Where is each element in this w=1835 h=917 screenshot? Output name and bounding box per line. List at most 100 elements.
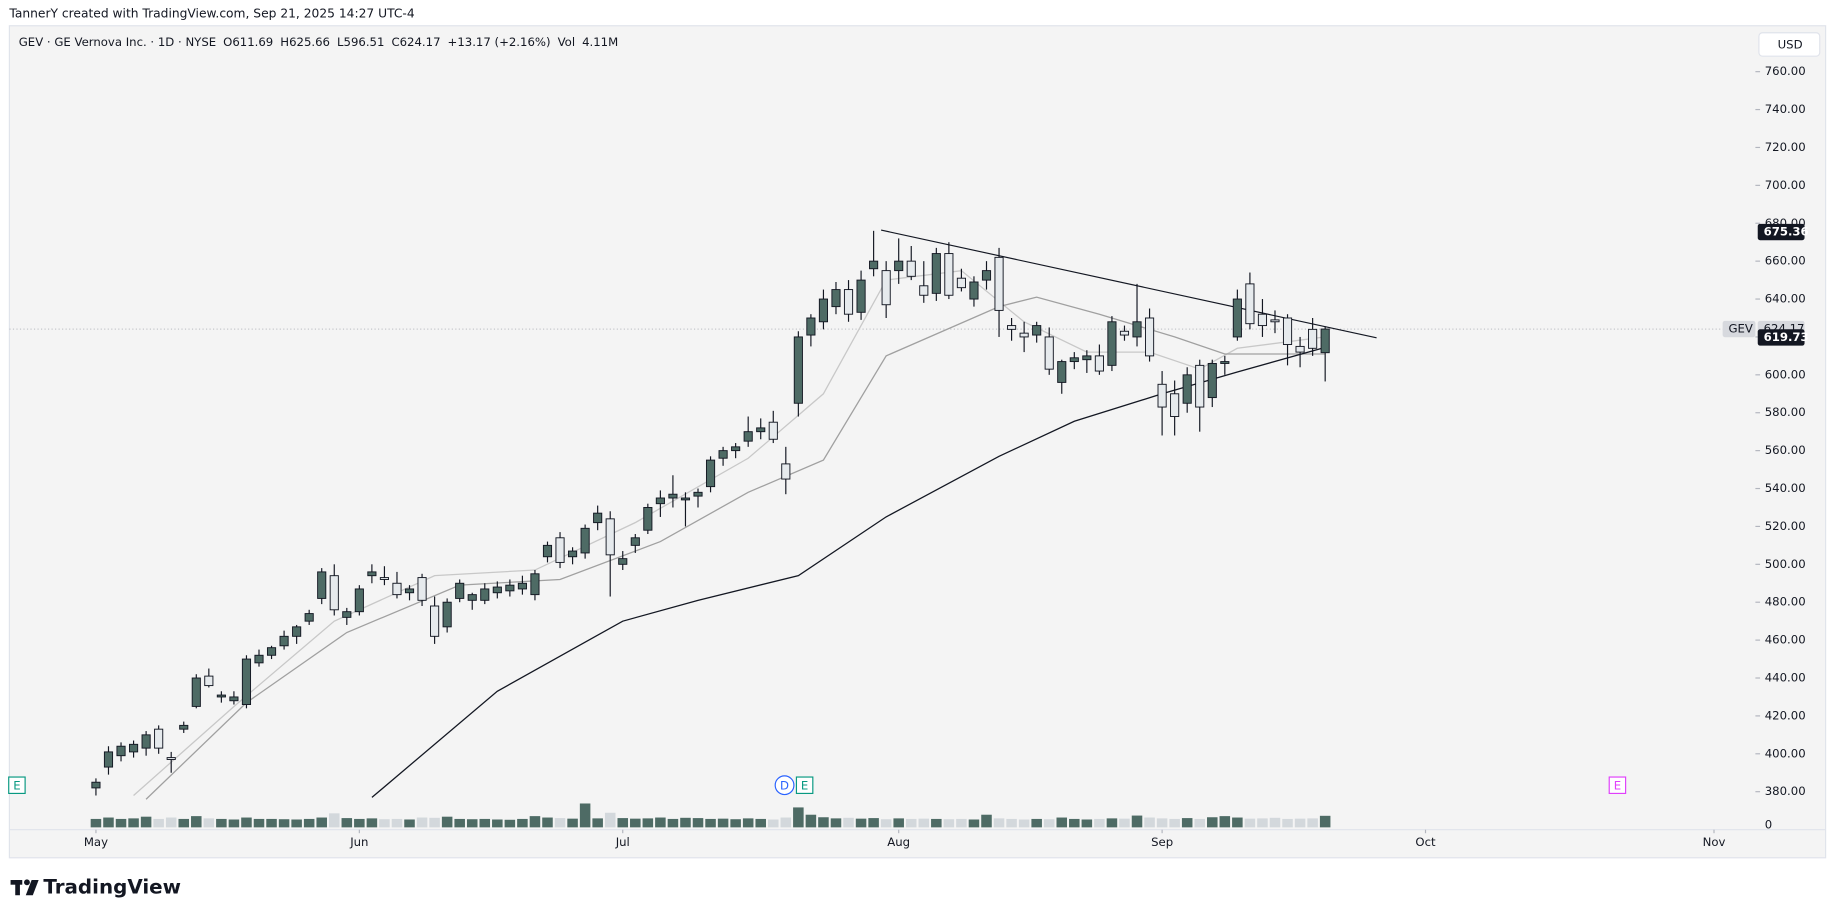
volume-bar <box>855 818 867 828</box>
event-label: E <box>801 778 808 792</box>
candle-body <box>404 588 415 594</box>
y-tick-label: 500.00 <box>1765 557 1806 571</box>
volume-bar <box>567 818 578 828</box>
volume-bar <box>655 817 666 828</box>
candle-body <box>216 694 226 698</box>
candle-body <box>103 751 114 768</box>
event-label: E <box>13 778 20 792</box>
legend-item: Vol <box>558 35 576 49</box>
volume-bar <box>1119 818 1130 828</box>
candle-body <box>1245 283 1255 325</box>
volume-tick-label: 0 <box>1765 818 1772 832</box>
y-tick-label: 580.00 <box>1765 405 1806 419</box>
currency-label[interactable]: USD <box>1778 38 1803 52</box>
logo-shape <box>25 880 39 896</box>
candle-body <box>1308 328 1318 349</box>
candle-body <box>630 537 640 546</box>
volume-bar <box>1031 818 1042 828</box>
candle-body <box>1170 393 1180 417</box>
candle-body <box>354 588 364 613</box>
volume-bar <box>379 819 390 828</box>
candle-body <box>668 493 678 499</box>
volume-bar <box>303 818 315 828</box>
y-tick-label: 540.00 <box>1765 481 1806 495</box>
candle-body <box>743 431 753 442</box>
volume-bar <box>316 817 327 828</box>
symbol-badge-label: GEV <box>1728 322 1752 336</box>
volume-bar <box>1144 817 1155 828</box>
volume-bar <box>579 803 591 828</box>
volume-bar <box>1207 817 1218 828</box>
candle-body <box>1257 313 1268 327</box>
volume-bar <box>1043 819 1055 828</box>
candle-body <box>768 421 778 440</box>
volume-bar <box>479 818 491 828</box>
candle-body <box>1295 345 1305 353</box>
volume-bar <box>1194 818 1205 828</box>
currency-button[interactable] <box>1758 32 1821 57</box>
candle-body <box>969 281 979 300</box>
candle-body <box>141 734 151 749</box>
x-tick-label: Sep <box>1151 835 1173 849</box>
candle-body <box>894 260 904 272</box>
y-tick-label: 460.00 <box>1765 633 1806 647</box>
volume-bar <box>429 817 440 828</box>
event-marker <box>774 775 795 796</box>
candle-body <box>467 594 477 601</box>
candle-body <box>931 253 941 294</box>
volume-bar <box>755 818 766 828</box>
candle-body <box>994 256 1004 311</box>
y-tick-label: 440.00 <box>1765 671 1806 685</box>
candle-body <box>392 582 402 596</box>
legend-item: H <box>280 35 289 49</box>
volume-bar <box>1081 819 1093 828</box>
candle-body <box>693 491 703 497</box>
candle-body <box>1220 361 1230 364</box>
volume-bar <box>1156 818 1168 828</box>
volume-bar <box>968 819 980 828</box>
candle-body <box>1107 321 1117 366</box>
candle-body <box>1195 364 1205 408</box>
volume-bar <box>981 814 992 828</box>
candle-body <box>756 427 766 433</box>
volume-bar <box>216 818 227 828</box>
candle-body <box>442 601 452 628</box>
y-tick-label: 420.00 <box>1765 708 1806 722</box>
volume-bar <box>291 819 302 828</box>
brand: TradingView <box>43 876 181 899</box>
event-label: E <box>1614 778 1621 792</box>
price-badge-label: 619.73 <box>1764 330 1809 344</box>
candle-body <box>1019 332 1029 338</box>
candle-body <box>1082 355 1092 361</box>
candle-body <box>843 289 854 315</box>
volume-bar <box>667 818 679 828</box>
candle-body <box>179 724 189 730</box>
volume-bar <box>1269 817 1281 828</box>
chart-frame <box>8 25 1827 859</box>
logo-shape <box>15 880 20 896</box>
volume-bar <box>404 819 415 828</box>
candle-body <box>266 647 277 656</box>
brand-logo: TradingView <box>10 876 181 899</box>
volume-bar <box>943 819 955 828</box>
candle-body <box>1207 362 1217 399</box>
candle-body <box>643 507 653 531</box>
candle-body <box>705 459 716 488</box>
candle-body <box>1007 325 1017 330</box>
volume-bar <box>1094 818 1105 828</box>
volume-bar <box>1106 818 1118 828</box>
candle-body <box>1094 355 1104 372</box>
candle-body <box>593 512 603 524</box>
volume-bar <box>266 818 277 828</box>
x-tick-label: Jul <box>615 835 630 849</box>
volume-bar <box>542 817 553 828</box>
x-tick-label: May <box>84 835 108 849</box>
candle-body <box>1069 357 1079 363</box>
volume-bar <box>140 816 152 828</box>
y-tick-label: 520.00 <box>1765 519 1806 533</box>
volume-bar <box>617 818 629 828</box>
candle-body <box>191 677 201 707</box>
x-tick-label: Oct <box>1415 835 1436 849</box>
candle-body <box>279 635 289 647</box>
volume-bar <box>705 818 716 828</box>
